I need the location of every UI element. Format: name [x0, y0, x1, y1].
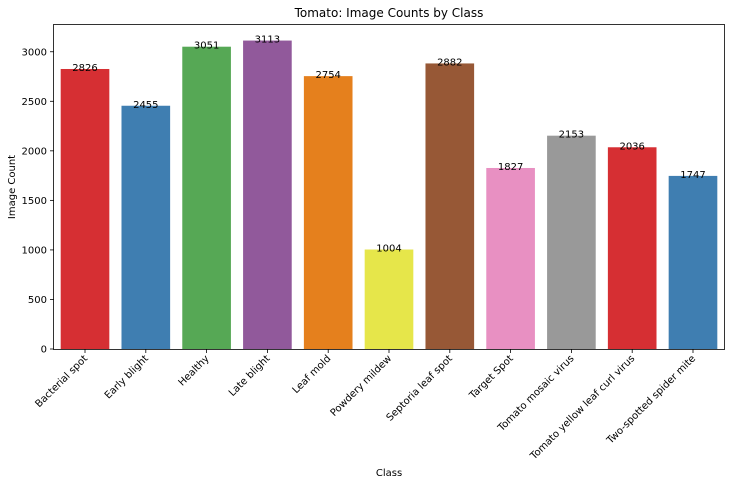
x-axis-label: Class	[376, 468, 402, 479]
bar-value-label: 1004	[376, 244, 401, 255]
chart-title: Tomato: Image Counts by Class	[294, 6, 484, 20]
bar-value-label: 2826	[72, 63, 97, 74]
bar-value-label: 2455	[133, 100, 158, 111]
y-tick-label: 500	[28, 295, 47, 306]
bar-value-label: 2882	[437, 57, 462, 68]
bar	[121, 105, 171, 349]
bar-value-label: 2754	[315, 70, 340, 81]
y-tick-label: 1000	[22, 245, 47, 256]
bar	[547, 135, 596, 349]
bar-value-label: 3113	[255, 35, 280, 46]
bar	[425, 63, 475, 349]
y-tick-label: 3000	[22, 47, 47, 58]
bar	[182, 46, 231, 349]
bar	[668, 175, 718, 349]
bar	[486, 167, 535, 349]
bar-value-label: 1827	[498, 162, 523, 173]
y-axis: 0 500 1000 1500 2000 2500 3000	[22, 47, 54, 356]
bar-value-label: 2153	[559, 130, 584, 141]
bar	[60, 68, 110, 350]
bar-value-label: 1747	[680, 170, 705, 181]
bar	[364, 249, 414, 349]
plot-frame	[53, 24, 725, 350]
y-tick-label: 2500	[22, 97, 47, 108]
y-axis-label: Image Count	[7, 155, 18, 219]
y-tick-label: 1500	[22, 196, 47, 207]
y-tick-label: 2000	[22, 146, 47, 157]
bar	[607, 147, 657, 349]
bar-value-label: 3051	[194, 41, 219, 52]
bar	[303, 76, 353, 349]
y-tick-label: 0	[41, 345, 47, 356]
bars-group	[60, 40, 718, 350]
bar	[243, 40, 292, 350]
bar-value-label: 2036	[619, 141, 644, 152]
data-labels-group: 2826 2455 3051 3113 2754 1004 2882 1827 2153 2036…	[72, 35, 705, 255]
